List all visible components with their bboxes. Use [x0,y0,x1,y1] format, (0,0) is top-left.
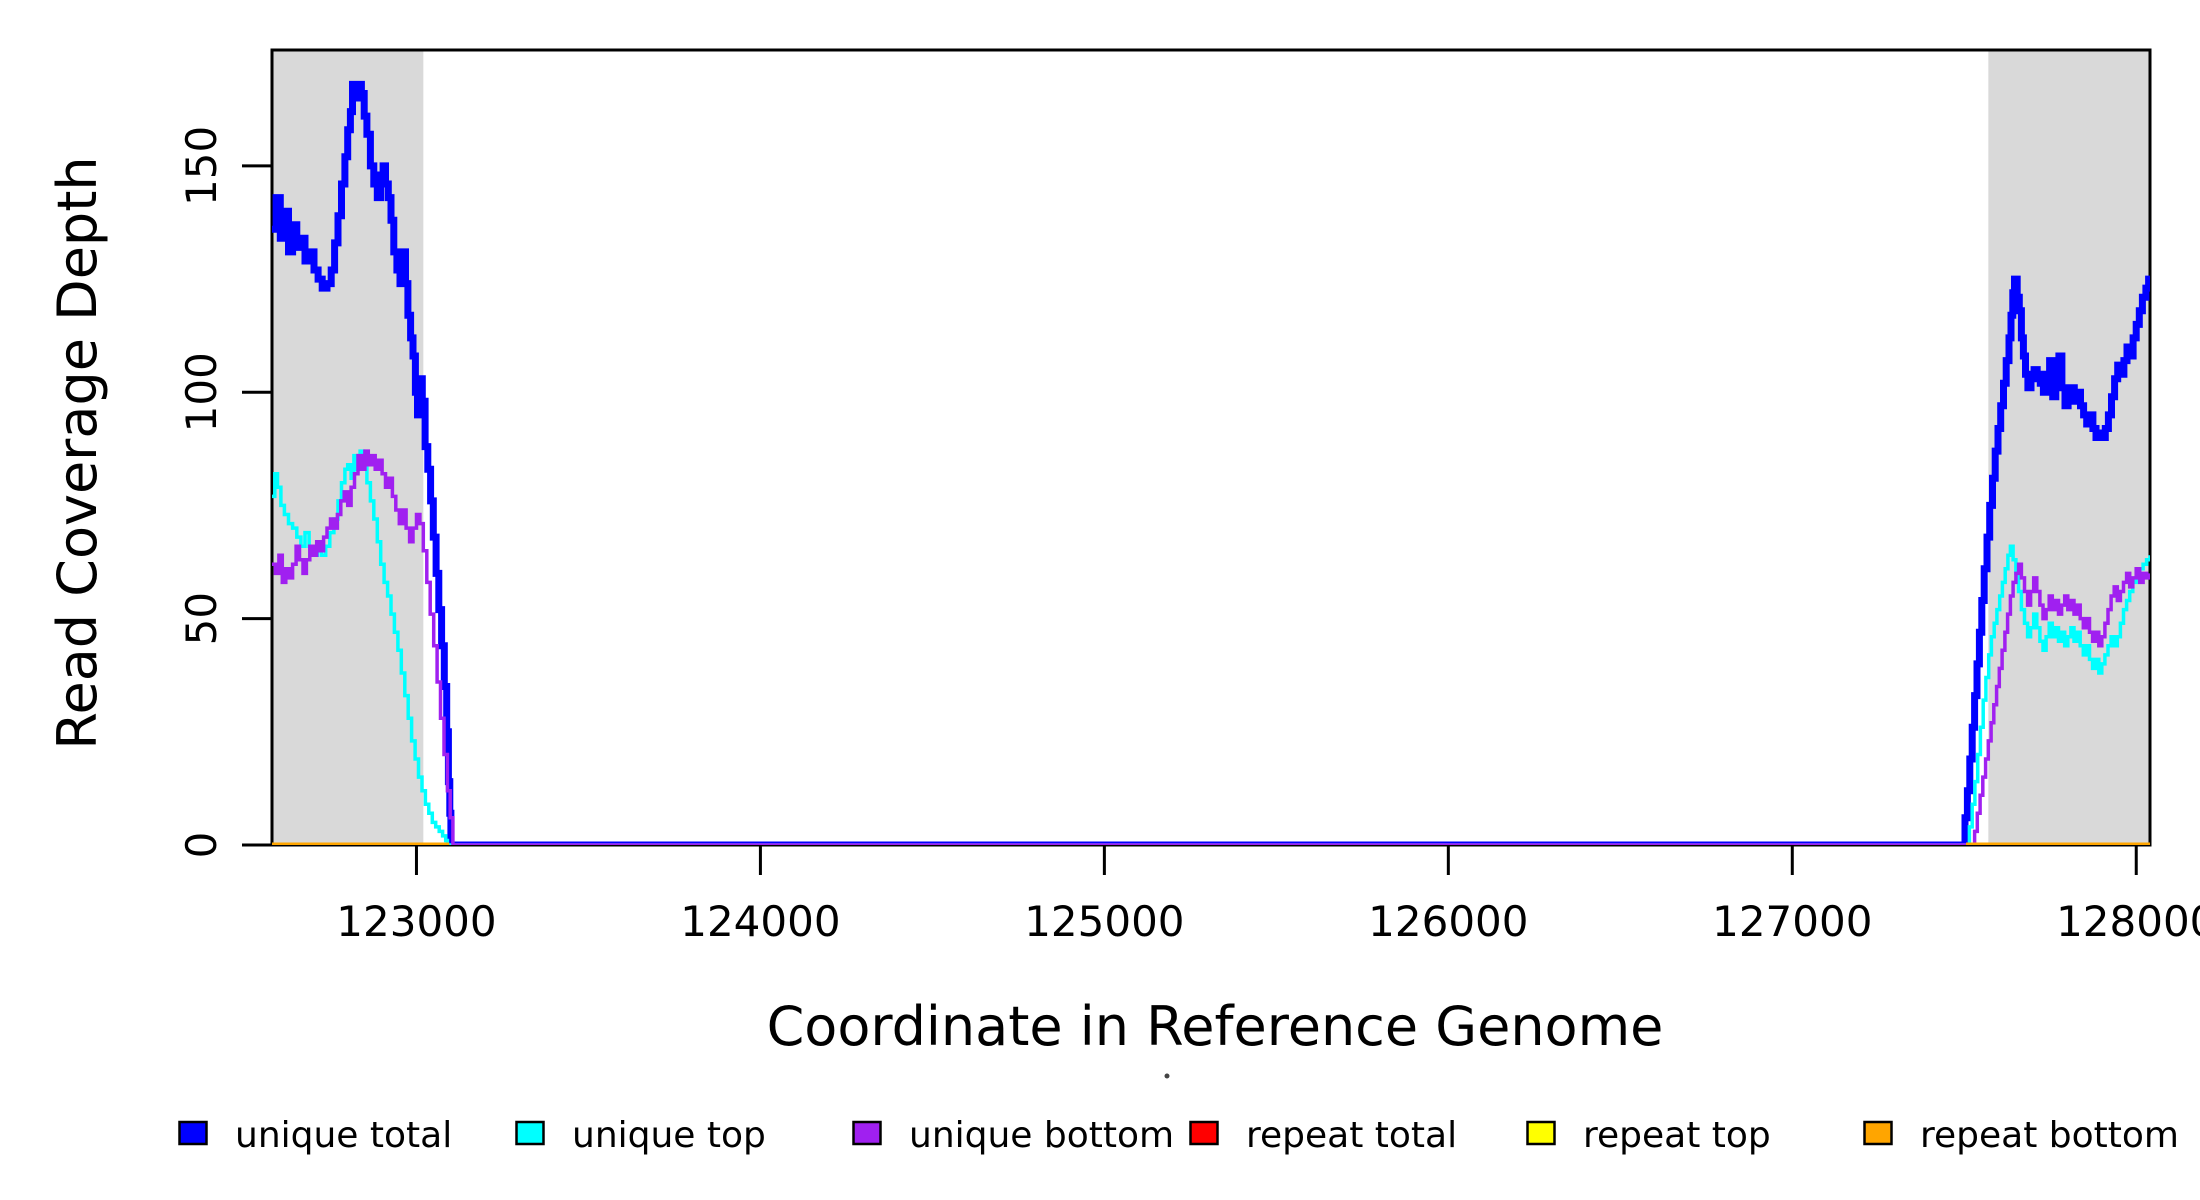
legend-label-repeat-bottom: repeat bottom [1920,1115,2179,1156]
series-layer [272,80,2150,845]
shaded-regions-layer [272,50,2150,845]
series-unique-top-line [272,449,2150,845]
x-tick-label-126000: 126000 [1368,897,1528,946]
legend-stray-dot [1164,1073,1170,1079]
y-tick-label-150: 150 [177,126,226,206]
x-tick-label-123000: 123000 [336,897,496,946]
x-tick-label-127000: 127000 [1712,897,1872,946]
legend-label-unique-total: unique total [235,1115,452,1156]
y-axis-title: Read Coverage Depth [46,156,109,749]
legend-label-repeat-top: repeat top [1583,1115,1771,1156]
legend-label-repeat-total: repeat total [1246,1115,1457,1156]
legend-swatch-repeat-top-icon [1526,1120,1556,1146]
legend-label-unique-top: unique top [572,1115,766,1156]
legend-item-unique-bottom: unique bottom [852,1115,1174,1156]
legend-swatch-unique-total-icon [178,1120,208,1146]
legend-item-repeat-bottom: repeat bottom [1863,1115,2179,1156]
legend-item-repeat-total: repeat total [1189,1115,1457,1156]
series-unique-bottom-line [272,449,2150,845]
legend: unique total unique top unique bottom repea… [178,1073,2179,1156]
shaded-region-right-repeat-band [1988,50,2150,845]
y-tick-label-0: 0 [177,832,226,859]
legend-item-repeat-top: repeat top [1526,1115,1771,1156]
legend-item-unique-top: unique top [515,1115,766,1156]
legend-item-unique-total: unique total [178,1115,452,1156]
legend-label-unique-bottom: unique bottom [909,1115,1174,1156]
legend-swatch-repeat-total-icon [1189,1120,1219,1146]
y-tick-label-100: 100 [177,352,226,432]
y-axis: 0 50 100 150 [177,126,272,859]
plot-border [270,48,2152,847]
y-tick-label-50: 50 [177,592,226,645]
legend-swatch-unique-top-icon [515,1120,545,1146]
x-tick-label-124000: 124000 [680,897,840,946]
x-tick-label-125000: 125000 [1024,897,1184,946]
x-axis-title: Coordinate in Reference Genome [767,995,1664,1058]
legend-swatch-repeat-bottom-icon [1863,1120,1893,1146]
series-unique-total-line [272,80,2150,845]
legend-swatch-unique-bottom-icon [852,1120,882,1146]
